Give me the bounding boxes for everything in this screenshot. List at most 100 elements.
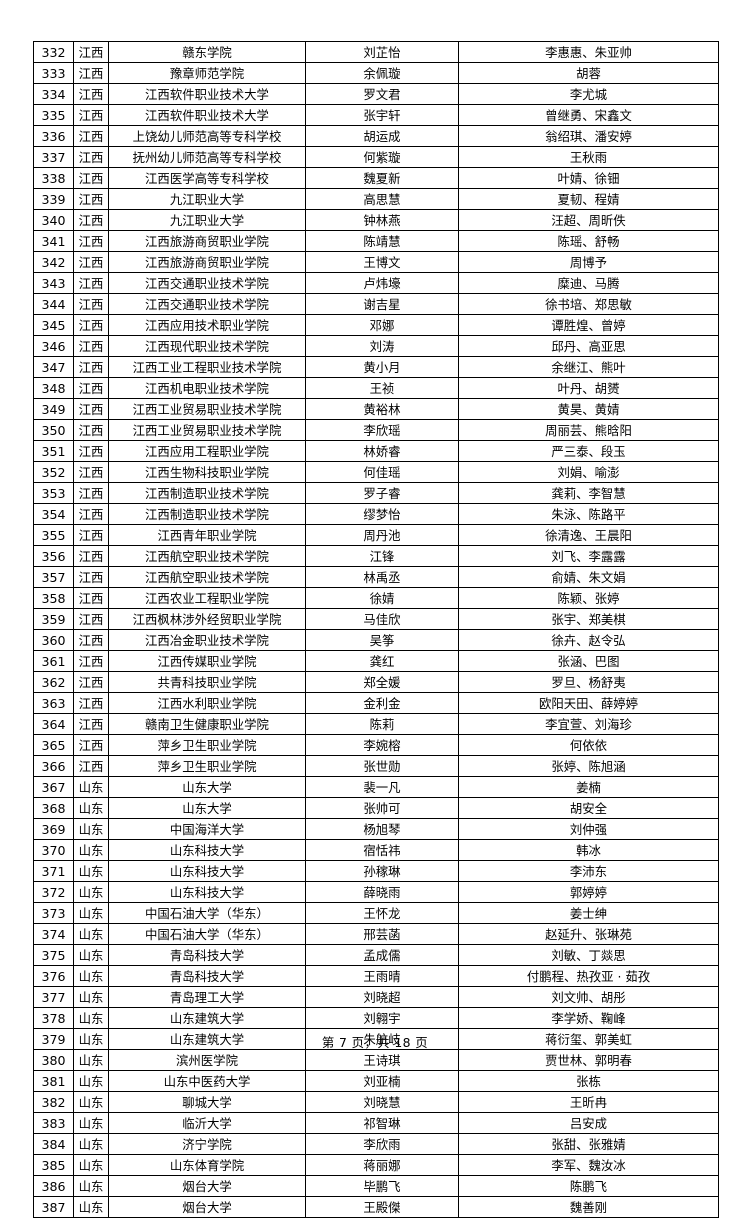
cell-index: 363 — [33, 692, 74, 714]
cell-index: 367 — [33, 776, 74, 798]
cell-school: 聊城大学 — [108, 1091, 306, 1113]
cell-index: 333 — [33, 62, 74, 84]
cell-school: 江西应用技术职业学院 — [108, 314, 306, 336]
cell-school: 江西水利职业学院 — [108, 692, 306, 714]
cell-index: 368 — [33, 797, 74, 819]
cell-school: 九江职业大学 — [108, 188, 306, 210]
cell-province: 山东 — [73, 1196, 109, 1218]
cell-school: 江西交通职业技术学院 — [108, 272, 306, 294]
cell-province: 江西 — [73, 755, 109, 777]
cell-index: 350 — [33, 419, 74, 441]
cell-school: 山东科技大学 — [108, 839, 306, 861]
cell-index: 356 — [33, 545, 74, 567]
cell-school: 江西应用工程职业学院 — [108, 440, 306, 462]
table-row: 362 江西 共青科技职业学院 郑全媛 罗旦、杨舒夷 — [33, 671, 719, 693]
cell-index: 351 — [33, 440, 74, 462]
cell-student-name: 邢芸菡 — [305, 923, 459, 945]
cell-advisors: 陈瑶、舒畅 — [458, 230, 719, 252]
cell-province: 山东 — [73, 1007, 109, 1029]
cell-school: 上饶幼儿师范高等专科学校 — [108, 125, 306, 147]
table-row: 363 江西 江西水利职业学院 金利金 欧阳天田、薛婷婷 — [33, 692, 719, 714]
cell-index: 374 — [33, 923, 74, 945]
cell-student-name: 谢吉星 — [305, 293, 459, 315]
cell-province: 山东 — [73, 1070, 109, 1092]
cell-index: 377 — [33, 986, 74, 1008]
table-row: 365 江西 萍乡卫生职业学院 李婉榕 何依依 — [33, 734, 719, 756]
cell-advisors: 周丽芸、熊晗阳 — [458, 419, 719, 441]
cell-student-name: 郑全媛 — [305, 671, 459, 693]
cell-province: 江西 — [73, 293, 109, 315]
cell-index: 341 — [33, 230, 74, 252]
table-row: 359 江西 江西枫林涉外经贸职业学院 马佳欣 张宇、郑美棋 — [33, 608, 719, 630]
cell-advisors: 曾继勇、宋鑫文 — [458, 104, 719, 126]
cell-index: 382 — [33, 1091, 74, 1113]
cell-index: 357 — [33, 566, 74, 588]
cell-student-name: 张帅可 — [305, 797, 459, 819]
cell-advisors: 姜楠 — [458, 776, 719, 798]
cell-student-name: 刘翱宇 — [305, 1007, 459, 1029]
cell-student-name: 王诗琪 — [305, 1049, 459, 1071]
cell-advisors: 蒋衍玺、郭美虹 — [458, 1028, 719, 1050]
cell-index: 358 — [33, 587, 74, 609]
cell-school: 山东中医药大学 — [108, 1070, 306, 1092]
cell-province: 山东 — [73, 902, 109, 924]
cell-school: 江西农业工程职业学院 — [108, 587, 306, 609]
table-row: 371 山东 山东科技大学 孙稼琳 李沛东 — [33, 860, 719, 882]
cell-province: 江西 — [73, 692, 109, 714]
table-row: 373 山东 中国石油大学（华东） 王怀龙 姜士绅 — [33, 902, 719, 924]
cell-advisors: 刘飞、李露露 — [458, 545, 719, 567]
cell-index: 354 — [33, 503, 74, 525]
cell-school: 共青科技职业学院 — [108, 671, 306, 693]
cell-province: 江西 — [73, 41, 109, 63]
table-row: 348 江西 江西机电职业技术学院 王祯 叶丹、胡赟 — [33, 377, 719, 399]
cell-school: 烟台大学 — [108, 1196, 306, 1218]
cell-advisors: 刘仲强 — [458, 818, 719, 840]
cell-index: 339 — [33, 188, 74, 210]
cell-advisors: 胡安全 — [458, 797, 719, 819]
document-page: 332 江西 赣东学院 刘芷怡 李惠惠、朱亚帅 333 江西 豫章师范学院 余佩璇 胡蓉 334 江西… — [33, 41, 719, 1218]
cell-province: 山东 — [73, 818, 109, 840]
table-row: 337 江西 抚州幼儿师范高等专科学校 何紫璇 王秋雨 — [33, 146, 719, 168]
cell-index: 337 — [33, 146, 74, 168]
cell-student-name: 王殿傑 — [305, 1196, 459, 1218]
table-row: 377 山东 青岛理工大学 刘晓超 刘文帅、胡彤 — [33, 986, 719, 1008]
cell-school: 江西生物科技职业学院 — [108, 461, 306, 483]
table-row: 342 江西 江西旅游商贸职业学院 王博文 周博予 — [33, 251, 719, 273]
cell-school: 萍乡卫生职业学院 — [108, 734, 306, 756]
cell-index: 343 — [33, 272, 74, 294]
cell-advisors: 付鹏程、热孜亚 · 茹孜 — [458, 965, 719, 987]
cell-advisors: 邱丹、高亚思 — [458, 335, 719, 357]
cell-province: 山东 — [73, 923, 109, 945]
cell-advisors: 严三泰、段玉 — [458, 440, 719, 462]
cell-province: 江西 — [73, 524, 109, 546]
cell-student-name: 何紫璇 — [305, 146, 459, 168]
cell-province: 江西 — [73, 272, 109, 294]
cell-student-name: 王祯 — [305, 377, 459, 399]
cell-advisors: 李学娇、鞠峰 — [458, 1007, 719, 1029]
cell-school: 江西工业工程职业技术学院 — [108, 356, 306, 378]
table-row: 354 江西 江西制造职业技术学院 缪梦怡 朱泳、陈路平 — [33, 503, 719, 525]
table-row: 360 江西 江西冶金职业技术学院 吴筝 徐卉、赵令弘 — [33, 629, 719, 651]
cell-province: 山东 — [73, 1154, 109, 1176]
table-row: 376 山东 青岛科技大学 王雨晴 付鹏程、热孜亚 · 茹孜 — [33, 965, 719, 987]
cell-index: 336 — [33, 125, 74, 147]
cell-student-name: 林娇睿 — [305, 440, 459, 462]
cell-province: 山东 — [73, 881, 109, 903]
cell-school: 江西工业贸易职业技术学院 — [108, 419, 306, 441]
cell-advisors: 王昕冉 — [458, 1091, 719, 1113]
cell-province: 山东 — [73, 797, 109, 819]
table-row: 346 江西 江西现代职业技术学院 刘涛 邱丹、高亚思 — [33, 335, 719, 357]
cell-advisors: 李宜萱、刘海珍 — [458, 713, 719, 735]
cell-province: 江西 — [73, 146, 109, 168]
cell-index: 370 — [33, 839, 74, 861]
cell-school: 江西交通职业技术学院 — [108, 293, 306, 315]
cell-school: 中国石油大学（华东） — [108, 923, 306, 945]
cell-index: 373 — [33, 902, 74, 924]
cell-advisors: 糜迪、马腾 — [458, 272, 719, 294]
cell-school: 江西传媒职业学院 — [108, 650, 306, 672]
table-row: 361 江西 江西传媒职业学院 龚红 张涵、巴图 — [33, 650, 719, 672]
cell-advisors: 罗旦、杨舒夷 — [458, 671, 719, 693]
cell-index: 340 — [33, 209, 74, 231]
cell-school: 山东建筑大学 — [108, 1007, 306, 1029]
cell-index: 359 — [33, 608, 74, 630]
